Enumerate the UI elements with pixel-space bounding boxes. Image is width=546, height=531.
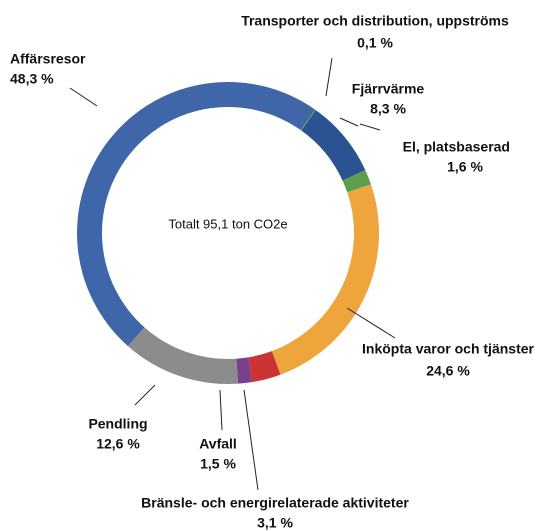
leader-line xyxy=(243,389,259,491)
donut-segment xyxy=(342,170,371,193)
donut-segment xyxy=(127,327,239,384)
category-label: Avfall xyxy=(199,436,237,452)
leader-line xyxy=(339,117,359,127)
category-label: Affärsresor xyxy=(10,51,86,67)
value-label: 0,1 % xyxy=(357,35,393,51)
value-label: 1,5 % xyxy=(200,456,236,472)
category-label: Inköpta varor och tjänster xyxy=(362,341,534,357)
value-label: 24,6 % xyxy=(426,363,470,379)
donut-segment xyxy=(76,81,316,347)
leader-line xyxy=(219,389,223,431)
leader-line xyxy=(346,307,396,339)
leader-line xyxy=(134,384,156,406)
category-label: El, platsbaserad xyxy=(403,139,510,155)
category-label: Pendling xyxy=(88,416,147,432)
value-label: 3,1 % xyxy=(257,515,293,531)
category-label: Transporter och distribution, uppströms xyxy=(241,13,509,29)
value-label: 48,3 % xyxy=(10,71,54,87)
leader-line xyxy=(359,123,381,131)
leader-line xyxy=(69,87,98,107)
leader-line xyxy=(325,57,333,97)
donut-segment xyxy=(301,110,366,181)
donut-segment xyxy=(248,351,281,383)
center-label: Totalt 95,1 ton CO2e xyxy=(168,216,287,231)
category-label: Bränsle- och energirelaterade aktivitete… xyxy=(141,495,409,511)
donut-segment xyxy=(236,357,253,384)
donut-segment xyxy=(300,109,316,131)
value-label: 8,3 % xyxy=(370,101,406,117)
value-label: 1,6 % xyxy=(447,159,483,175)
value-label: 12,6 % xyxy=(96,436,140,452)
donut-segment xyxy=(271,184,380,375)
category-label: Fjärrvärme xyxy=(352,81,425,97)
